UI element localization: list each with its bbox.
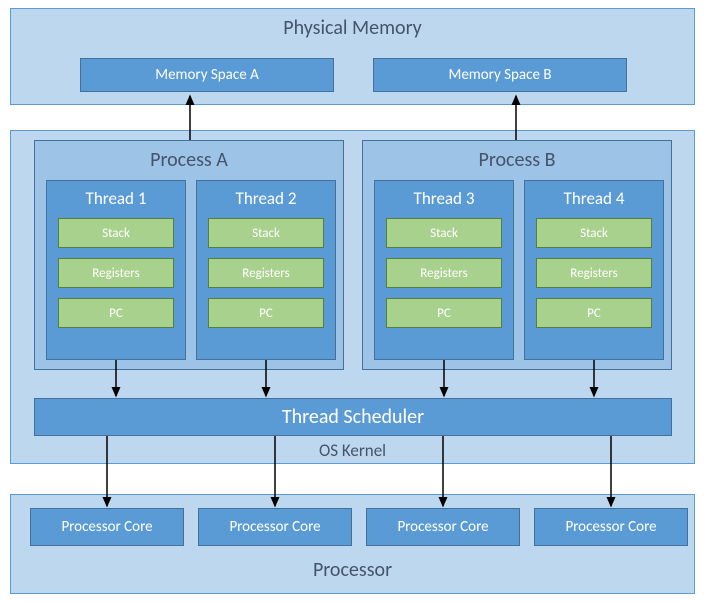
thread-scheduler-box: Thread Scheduler	[34, 398, 672, 436]
processor-core-2: Processor Core	[198, 508, 352, 546]
thread-2-pc: PC	[208, 298, 324, 328]
processor-title: Processor	[10, 558, 695, 582]
thread-2-stack: Stack	[208, 218, 324, 248]
thread-1-pc: PC	[58, 298, 174, 328]
thread-3-registers: Registers	[386, 258, 502, 288]
thread-2-registers: Registers	[208, 258, 324, 288]
thread-scheduler-label: Thread Scheduler	[282, 405, 424, 429]
memory-space-b-label: Memory Space B	[449, 66, 552, 84]
thread-4-registers: Registers	[536, 258, 652, 288]
thread-4-pc: PC	[536, 298, 652, 328]
thread-4-stack: Stack	[536, 218, 652, 248]
memory-space-a-label: Memory Space A	[155, 66, 259, 84]
thread-4-title: Thread 4	[524, 188, 664, 209]
process-b-title: Process B	[362, 148, 672, 172]
thread-2-title: Thread 2	[196, 188, 336, 209]
process-a-title: Process A	[34, 148, 344, 172]
os-kernel-label: OS Kernel	[10, 440, 695, 461]
processor-core-3: Processor Core	[366, 508, 520, 546]
memory-space-b: Memory Space B	[373, 58, 627, 92]
processor-core-4: Processor Core	[534, 508, 688, 546]
processor-core-1: Processor Core	[30, 508, 184, 546]
physical-memory-title: Physical Memory	[10, 16, 695, 40]
memory-space-a: Memory Space A	[80, 58, 334, 92]
thread-3-pc: PC	[386, 298, 502, 328]
thread-3-title: Thread 3	[374, 188, 514, 209]
thread-3-stack: Stack	[386, 218, 502, 248]
thread-1-registers: Registers	[58, 258, 174, 288]
thread-1-stack: Stack	[58, 218, 174, 248]
thread-1-title: Thread 1	[46, 188, 186, 209]
